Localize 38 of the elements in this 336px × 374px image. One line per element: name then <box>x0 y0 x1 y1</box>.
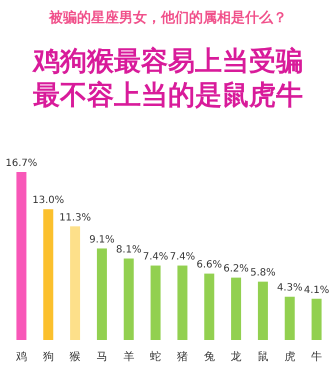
bar <box>96 248 107 340</box>
data-label: 7.4% <box>142 252 168 263</box>
x-tick-label: 猪 <box>176 350 188 363</box>
x-tick-label: 狗 <box>42 350 54 363</box>
data-label: 5.8% <box>250 268 276 279</box>
bar <box>204 274 214 340</box>
chart-title: 被骗的星座男女，他们的属相是什么？ <box>48 9 287 26</box>
x-tick-label: 龙 <box>230 350 242 363</box>
data-label: 9.1% <box>89 234 115 246</box>
bar <box>150 266 161 340</box>
x-tick-label: 牛 <box>311 350 322 363</box>
x-tick-label: 鸡 <box>14 350 27 363</box>
bar <box>284 296 295 340</box>
chart-subtitle: 鸡狗猴最容易上当受骗最不容上当的是鼠虎牛 <box>31 46 303 111</box>
data-label: 11.3% <box>59 212 91 224</box>
data-label: 16.7% <box>6 158 38 169</box>
x-tick-label: 虎 <box>284 350 296 363</box>
x-tick-label: 马 <box>96 350 108 363</box>
bar <box>43 209 54 340</box>
data-label: 6.6% <box>196 260 222 271</box>
data-label: 4.3% <box>277 282 302 294</box>
x-tick-label: 猴 <box>70 350 81 363</box>
x-tick-label: 兔 <box>204 350 215 363</box>
bar <box>70 226 80 340</box>
x-tick-label: 蛇 <box>150 350 162 363</box>
x-tick-label: 羊 <box>123 350 134 363</box>
bar <box>16 172 26 340</box>
bar <box>231 278 242 340</box>
data-label: 6.2% <box>223 264 249 275</box>
bar <box>312 298 322 340</box>
data-label: 8.1% <box>116 244 142 256</box>
bar <box>258 282 268 340</box>
data-label: 4.1% <box>304 284 330 296</box>
data-label: 7.4% <box>170 252 196 263</box>
data-label: 13.0% <box>32 195 64 206</box>
bar <box>124 258 134 340</box>
x-tick-label: 鼠 <box>257 350 268 363</box>
bar <box>177 266 188 340</box>
